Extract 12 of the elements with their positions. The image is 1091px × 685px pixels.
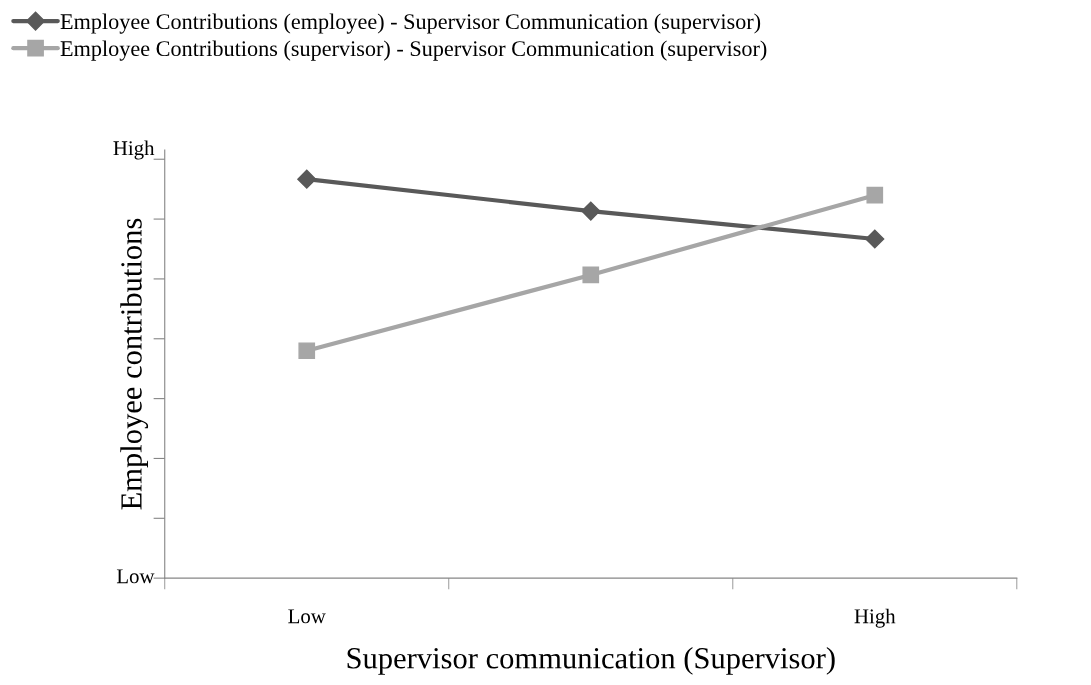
point [866, 186, 884, 204]
point [297, 169, 317, 189]
point [865, 229, 885, 249]
point [298, 342, 316, 360]
legend-label: Employee Contributions (employee) - Supervisor Communication (supervisor) [60, 13, 761, 34]
legend-label: Employee Contributions (supervisor) - Supervisor Communication (supervisor) [60, 40, 767, 61]
text: High [113, 140, 155, 160]
point [581, 201, 601, 221]
y-axis-title: Employee contributions [120, 218, 149, 510]
text: Low [116, 569, 155, 584]
x-axis-title: Supervisor communication (Supervisor) [347, 647, 835, 675]
point [582, 266, 600, 284]
